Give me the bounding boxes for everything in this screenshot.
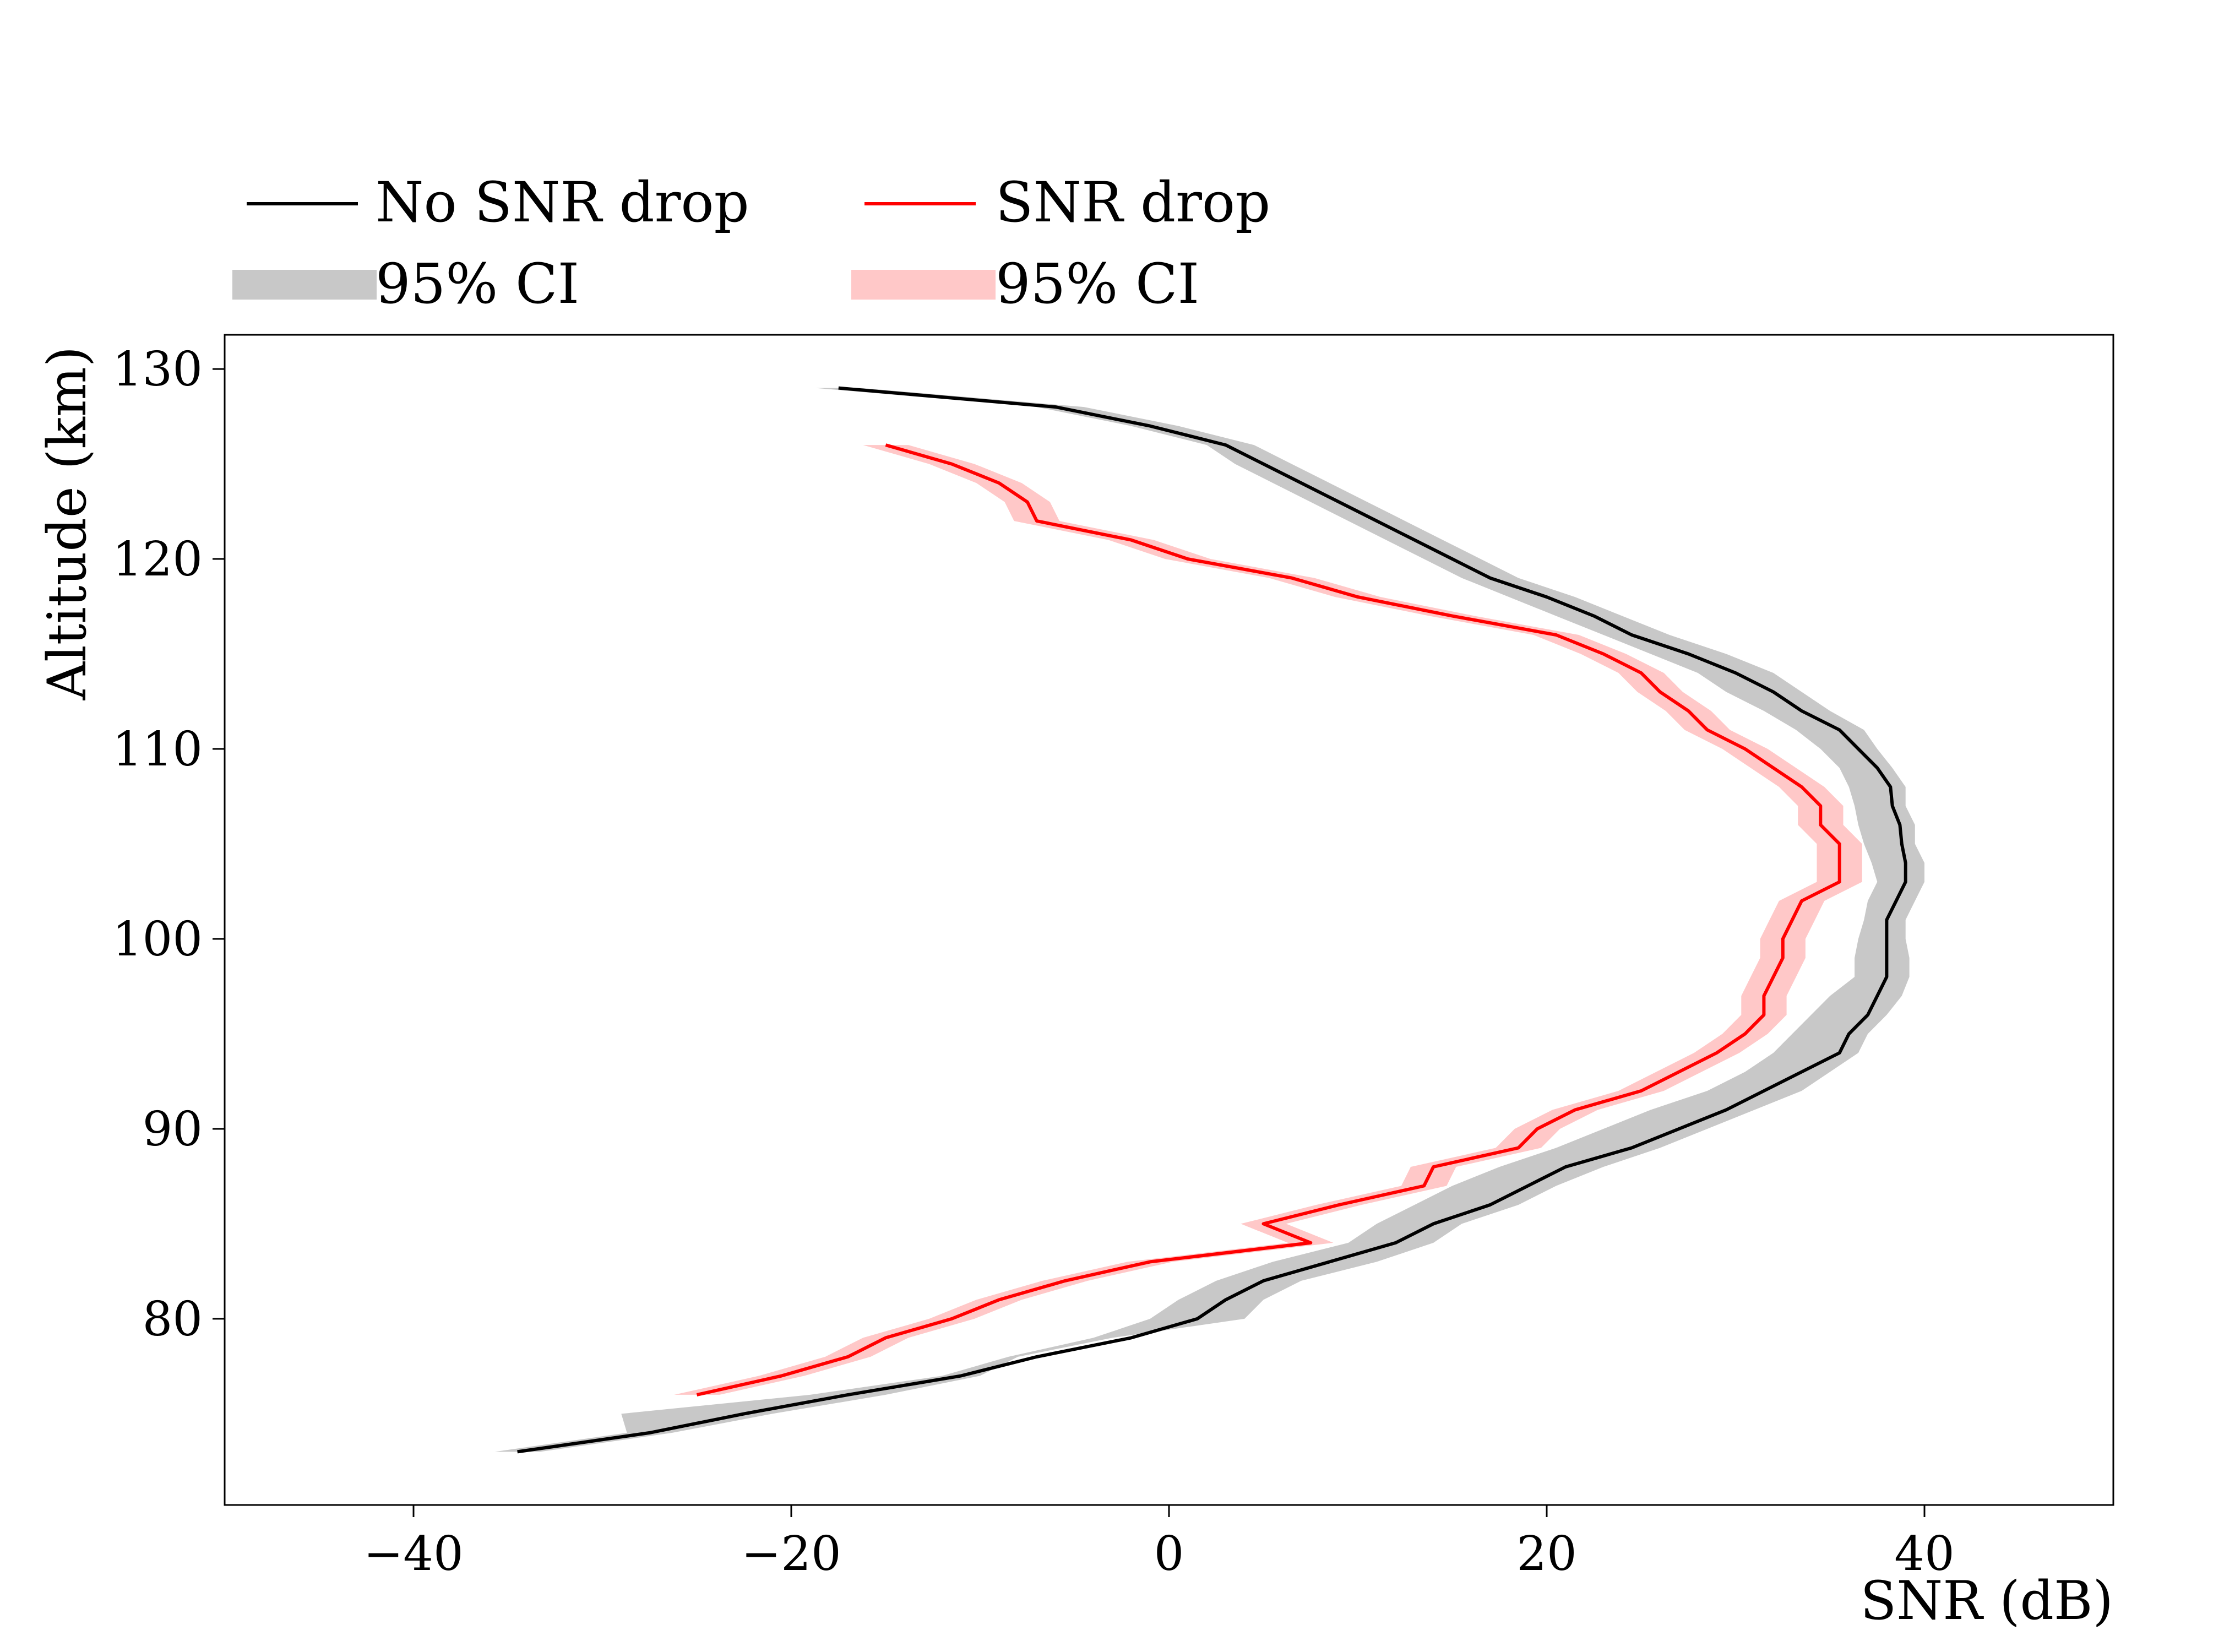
x-tick-label: 40 <box>1894 1526 1954 1582</box>
y-axis-label: Altitude (km) <box>36 346 98 701</box>
y-tick-label: 100 <box>112 912 203 967</box>
y-axis-ticks: 80 90 100 110 120 130 <box>112 342 225 1347</box>
series-line-snr-drop <box>696 443 1841 1396</box>
y-tick-label: 110 <box>112 722 203 777</box>
legend: No SNR drop SNR drop 95% CI 95% CI <box>232 170 1270 316</box>
x-tick-label: 20 <box>1516 1526 1576 1582</box>
x-tick-label: −20 <box>741 1526 841 1582</box>
x-tick-label: −40 <box>363 1526 464 1582</box>
y-tick-label: 130 <box>112 342 203 397</box>
legend-no-snr-drop-label: No SNR drop <box>376 170 749 235</box>
x-axis-ticks: −40 −20 0 20 40 <box>363 1505 1955 1582</box>
legend-snr-drop-ci-label: 95% CI <box>996 252 1199 316</box>
y-tick-label: 80 <box>143 1292 203 1347</box>
legend-snr-drop-label: SNR drop <box>996 170 1270 235</box>
x-tick-label: 0 <box>1154 1526 1184 1582</box>
series-line-no-snr-drop <box>517 386 1907 1454</box>
series-lines <box>517 386 1907 1454</box>
y-tick-label: 120 <box>112 532 203 587</box>
y-tick-label: 90 <box>143 1102 203 1157</box>
x-axis-label: SNR (dB) <box>1861 1570 2113 1632</box>
legend-no-snr-drop-ci-swatch <box>232 270 377 300</box>
legend-no-snr-drop-ci-label: 95% CI <box>376 252 579 316</box>
legend-snr-drop-ci-swatch <box>851 270 996 300</box>
